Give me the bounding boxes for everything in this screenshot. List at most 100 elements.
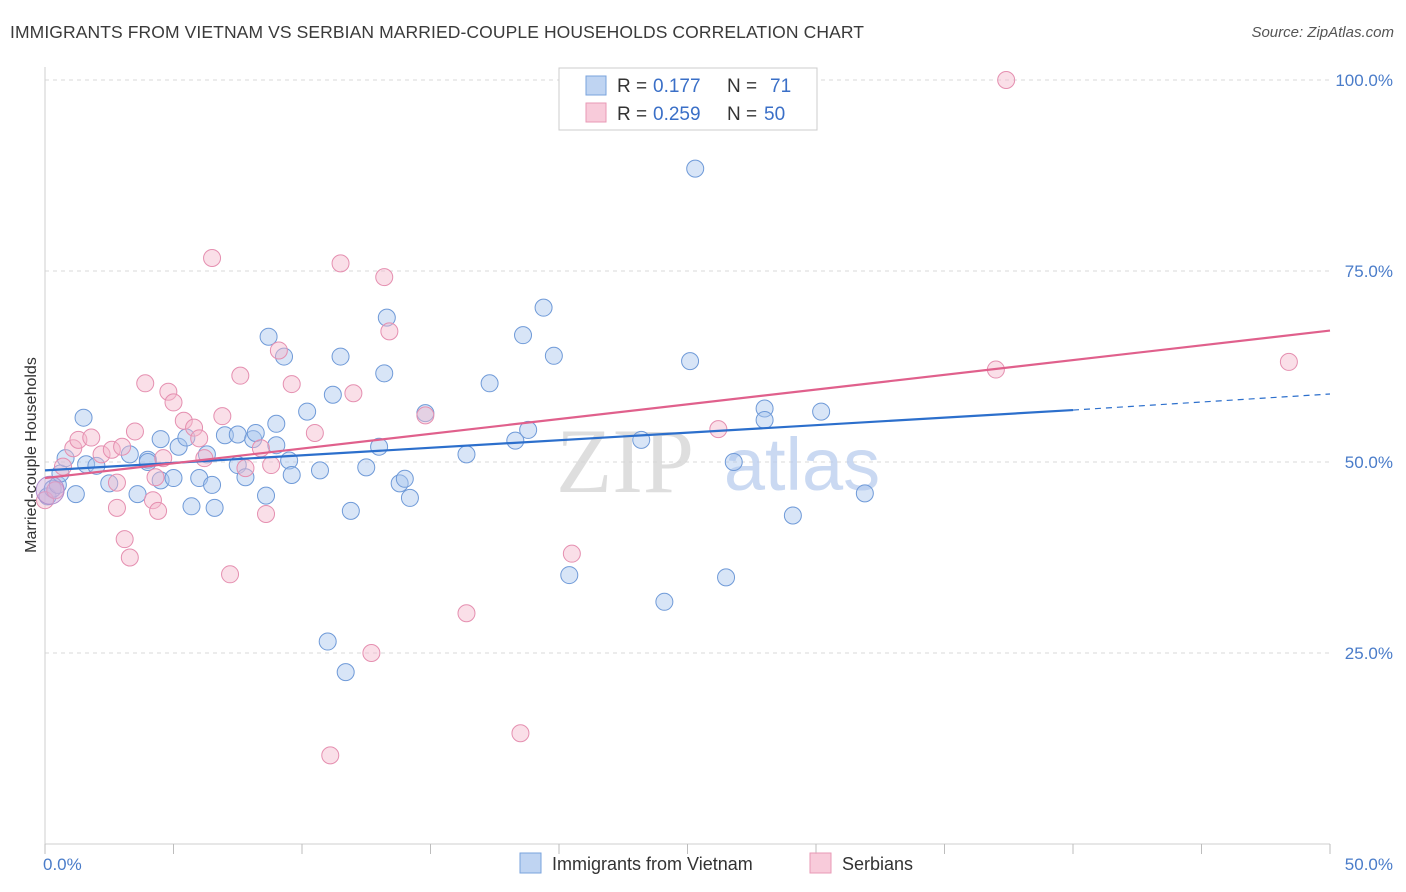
point-vietnam — [310, 461, 329, 480]
point-serbian — [149, 501, 168, 520]
legend-n-label-2: N = — [727, 104, 757, 125]
point-serbian — [709, 420, 728, 439]
point-serbian — [82, 428, 101, 447]
point-serbian — [562, 544, 581, 563]
point-vietnam — [681, 352, 700, 371]
point-vietnam — [74, 408, 93, 427]
point-serbian — [380, 322, 399, 341]
trend-lines — [44, 329, 1331, 480]
point-serbian — [53, 457, 72, 476]
bottom-legend-label-serbians: Serbians — [842, 854, 913, 874]
bottom-legend: Immigrants from Vietnam Serbians — [519, 852, 913, 874]
point-serbian — [305, 423, 324, 442]
legend-swatch-vietnam — [585, 75, 607, 96]
y-tick-label: 25.0% — [1345, 644, 1393, 663]
point-vietnam — [544, 346, 563, 365]
point-vietnam — [259, 327, 278, 346]
point-serbian — [331, 254, 350, 273]
y-tick-label: 50.0% — [1345, 453, 1393, 472]
point-vietnam — [686, 159, 705, 178]
trend-line-extension — [1072, 393, 1331, 411]
point-vietnam — [357, 458, 376, 477]
point-vietnam — [855, 484, 874, 503]
point-vietnam — [534, 298, 553, 317]
bottom-legend-swatch-vietnam — [519, 852, 542, 874]
point-vietnam — [400, 488, 419, 507]
point-vietnam — [215, 426, 234, 445]
point-serbian — [164, 393, 183, 412]
point-serbian — [257, 504, 276, 523]
point-vietnam — [257, 486, 276, 505]
point-serbian — [159, 382, 178, 401]
point-vietnam — [66, 485, 85, 504]
point-vietnam — [755, 410, 774, 429]
point-vietnam — [205, 498, 224, 517]
point-vietnam — [395, 469, 414, 488]
point-vietnam — [724, 453, 743, 471]
trend-line-serbian — [44, 329, 1331, 480]
axes — [44, 67, 1331, 854]
legend-r-label-2: R = — [617, 104, 647, 125]
point-vietnam — [246, 423, 265, 442]
point-serbian — [115, 530, 134, 549]
trend-line-vietnam — [44, 408, 1074, 472]
point-vietnam — [812, 402, 831, 421]
y-axis-label: Married-couple Households — [23, 357, 40, 553]
point-vietnam — [182, 497, 201, 516]
point-serbian — [64, 439, 83, 458]
point-vietnam — [128, 485, 147, 504]
tick-labels: 25.0% 50.0% 75.0% 100.0% 0.0% 50.0% — [43, 71, 1393, 874]
chart-title: IMMIGRANTS FROM VIETNAM VS SERBIAN MARRI… — [10, 22, 865, 42]
point-vietnam — [655, 592, 674, 611]
point-vietnam — [298, 402, 317, 421]
point-vietnam — [341, 501, 360, 520]
point-serbian — [213, 407, 232, 426]
point-vietnam — [267, 414, 286, 433]
point-serbian — [174, 411, 193, 430]
point-serbian — [282, 375, 301, 394]
legend-n-value-1: 71 — [770, 76, 791, 97]
point-serbian — [236, 459, 255, 478]
point-serbian — [262, 456, 281, 475]
point-serbian — [375, 268, 394, 287]
point-vietnam — [377, 308, 396, 327]
legend-r-value-2: 0.259 — [653, 104, 701, 125]
point-serbian — [92, 445, 111, 464]
x-tick-label: 0.0% — [43, 855, 82, 874]
point-serbian — [997, 71, 1016, 89]
point-vietnam — [480, 374, 499, 393]
point-serbian — [511, 724, 530, 743]
point-serbian — [143, 491, 162, 510]
point-vietnam — [514, 326, 533, 345]
point-serbian — [136, 374, 155, 393]
point-serbian — [146, 468, 165, 487]
point-serbian — [269, 341, 288, 360]
point-vietnam — [282, 465, 301, 484]
point-serbian — [321, 746, 340, 765]
legend-n-label-1: N = — [727, 76, 757, 97]
point-vietnam — [236, 468, 255, 487]
legend-swatch-serbians — [585, 102, 607, 123]
point-serbian — [231, 366, 250, 385]
point-vietnam — [228, 425, 247, 444]
point-cluster — [35, 475, 65, 505]
point-vietnam — [717, 568, 736, 587]
point-serbian — [416, 406, 435, 425]
legend: R = 0.177 N = 71 R = 0.259 N = 50 — [558, 67, 818, 131]
point-vietnam — [560, 566, 579, 585]
point-vietnam — [632, 430, 651, 449]
point-vietnam — [100, 474, 119, 493]
point-serbian — [1279, 352, 1298, 371]
point-vietnam — [151, 430, 170, 449]
bottom-legend-label-vietnam: Immigrants from Vietnam — [552, 854, 753, 874]
point-vietnam — [336, 663, 355, 682]
point-serbian — [102, 440, 121, 459]
point-vietnam — [457, 445, 476, 464]
point-vietnam — [164, 469, 183, 488]
point-serbian — [125, 422, 144, 441]
y-tick-label: 75.0% — [1345, 262, 1393, 281]
legend-r-value-1: 0.177 — [653, 76, 701, 97]
point-vietnam — [318, 632, 337, 651]
x-tick-label: 50.0% — [1345, 855, 1393, 874]
point-serbian — [107, 498, 126, 517]
